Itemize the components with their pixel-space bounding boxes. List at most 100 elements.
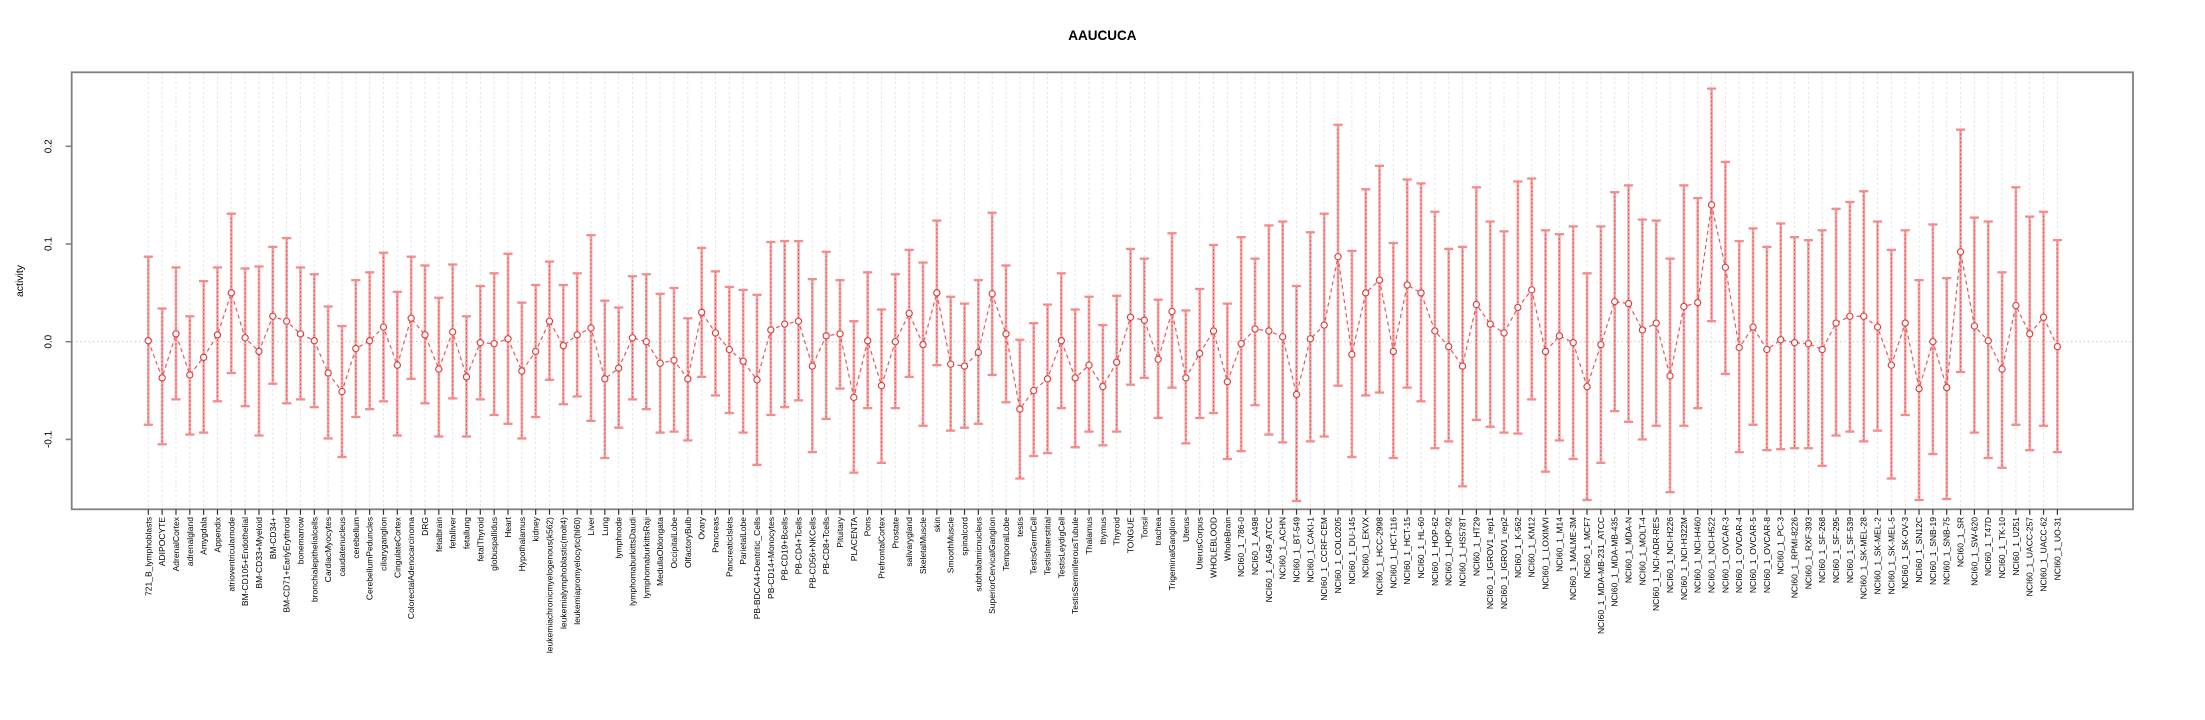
category-tick-label: cerebellum	[351, 517, 361, 559]
category-tick-label: DRG	[420, 517, 430, 536]
data-point	[1279, 333, 1287, 341]
category-tick-label: NCI60_1_786-0	[1236, 517, 1246, 577]
category-tick-label: Liver	[586, 517, 596, 536]
category-tick-label: WholeBrain	[1222, 517, 1232, 561]
category-tick-label: NCI60_1_NCI-H322M	[1679, 517, 1689, 600]
data-point	[518, 367, 526, 375]
category-tick-label: PB-CD56+NKCells	[807, 517, 817, 589]
category-tick-label: lymphomaburkittsDaudi	[627, 517, 637, 606]
category-tick-label: subthalamicnucleus	[973, 517, 983, 592]
data-point	[199, 353, 208, 362]
category-tick-label: ciliaryganglion	[378, 517, 388, 571]
data-point	[324, 369, 332, 377]
category-tick-label: TestisGermCell	[1029, 517, 1039, 575]
category-tick-label: NCI60_1_HOP-62	[1430, 517, 1440, 586]
data-point	[1749, 323, 1757, 331]
data-point	[1818, 345, 1826, 354]
category-tick-label: NCI60_1_NCI-H522	[1707, 517, 1717, 593]
category-tick-label: globuspallidus	[489, 517, 499, 571]
data-point	[1790, 339, 1799, 347]
data-point	[1251, 325, 1259, 333]
data-point	[1306, 335, 1315, 343]
data-point	[1846, 312, 1854, 320]
category-tick-label: fetalliver	[448, 517, 458, 549]
category-tick-label: NCI60_1_UACC-62	[2039, 517, 2049, 592]
data-point	[1002, 330, 1010, 338]
category-tick-label: NCI60_1_EKVX	[1361, 517, 1371, 578]
data-point	[863, 337, 872, 345]
category-tick-label: NCI60_1_HCT-15	[1402, 517, 1412, 585]
category-tick-label: fetalThyroid	[475, 517, 485, 562]
category-tick-label: NCI60_1_T47D	[1983, 517, 1993, 576]
data-point	[739, 357, 747, 365]
category-tick-label: TrigeminalGanglion	[1167, 517, 1177, 591]
data-point	[310, 337, 318, 345]
category-tick-label: PB-BDCA4+Dentritic_Cells	[752, 517, 762, 619]
category-tick-label: TemporalLobe	[1001, 517, 1011, 571]
category-tick-label: SkeletalMuscle	[918, 517, 928, 574]
data-point	[753, 376, 761, 384]
category-tick-label: Pituitary	[835, 516, 845, 547]
category-tick-label: NCI60_1_CCRF-CEM	[1319, 517, 1329, 601]
data-point	[2012, 301, 2020, 310]
data-point	[656, 359, 664, 367]
y-axis-label: activity	[14, 264, 26, 297]
category-tick-label: BM-CD71+EarlyErythroid	[282, 517, 292, 613]
data-point	[476, 339, 484, 347]
category-tick-label: CardiacMyocytes	[323, 517, 333, 582]
data-point	[1458, 362, 1467, 370]
data-point	[1541, 347, 1550, 356]
data-point	[1943, 383, 1951, 392]
data-point	[1375, 276, 1384, 284]
data-point	[1016, 405, 1024, 413]
category-tick-label: NCI60_1_RPMI-8226	[1790, 517, 1800, 599]
y-tick-label: 0.0	[44, 334, 55, 348]
category-tick-label: testis	[1015, 517, 1025, 537]
data-point	[1638, 326, 1647, 334]
data-point	[269, 312, 277, 320]
data-point	[1099, 382, 1107, 391]
category-tick-label: SmoothMuscle	[946, 517, 956, 573]
category-tick-label: NCI60_1_MALME-3M	[1568, 517, 1578, 600]
category-tick-label: NCI60_1_HOP-92	[1444, 517, 1454, 586]
data-point	[1873, 323, 1882, 331]
data-point	[1970, 322, 1979, 330]
data-point	[988, 290, 996, 298]
data-point	[1777, 336, 1785, 344]
category-tick-label: NCI60_1_SK-MEL-28	[1859, 517, 1869, 599]
category-tick-label: ADIPOCYTE	[157, 517, 167, 566]
category-tick-label: lymphomaburkittsRaji	[641, 517, 651, 598]
category-tick-label: adrenalgland	[185, 517, 195, 566]
category-tick-label: Amygdala	[199, 517, 209, 555]
category-tick-label: bonemarrow	[295, 516, 305, 564]
category-tick-label: NCI60_1_MOLT-4	[1637, 517, 1647, 586]
category-tick-label: NCI60_1_CAKI-1	[1305, 517, 1315, 583]
category-tick-label: NCI60_1_SK-MEL-2	[1873, 517, 1883, 595]
category-tick-label: NCI60_1_IGROV1_rep2	[1499, 517, 1509, 609]
category-tick-label: NCI60_1_MDA-MB-435	[1610, 517, 1620, 607]
data-point	[850, 393, 858, 402]
data-point	[213, 331, 222, 339]
data-point	[1486, 320, 1494, 328]
data-point	[2039, 313, 2048, 321]
data-point	[836, 330, 844, 338]
category-tick-label: Pons	[863, 517, 873, 536]
data-point	[338, 387, 346, 396]
data-point	[1320, 321, 1328, 329]
data-point	[296, 330, 305, 338]
data-point	[379, 323, 388, 331]
category-tick-label: Hypothalamus	[517, 517, 527, 571]
data-point	[1431, 327, 1439, 335]
data-point	[905, 309, 913, 318]
category-tick-label: TestisInterstitial	[1043, 517, 1053, 575]
data-point	[1514, 303, 1522, 312]
category-tick-label: UterusCorpus	[1195, 517, 1205, 569]
category-tick-label: CingulateCortex	[392, 516, 402, 578]
category-tick-label: SuperiorCervicalGanglion	[987, 517, 997, 614]
data-point	[946, 360, 955, 368]
category-tick-label: NCI60_1_SF-295	[1831, 517, 1841, 583]
data-point	[877, 382, 886, 390]
data-point	[2053, 342, 2062, 351]
data-point	[1901, 319, 1909, 327]
